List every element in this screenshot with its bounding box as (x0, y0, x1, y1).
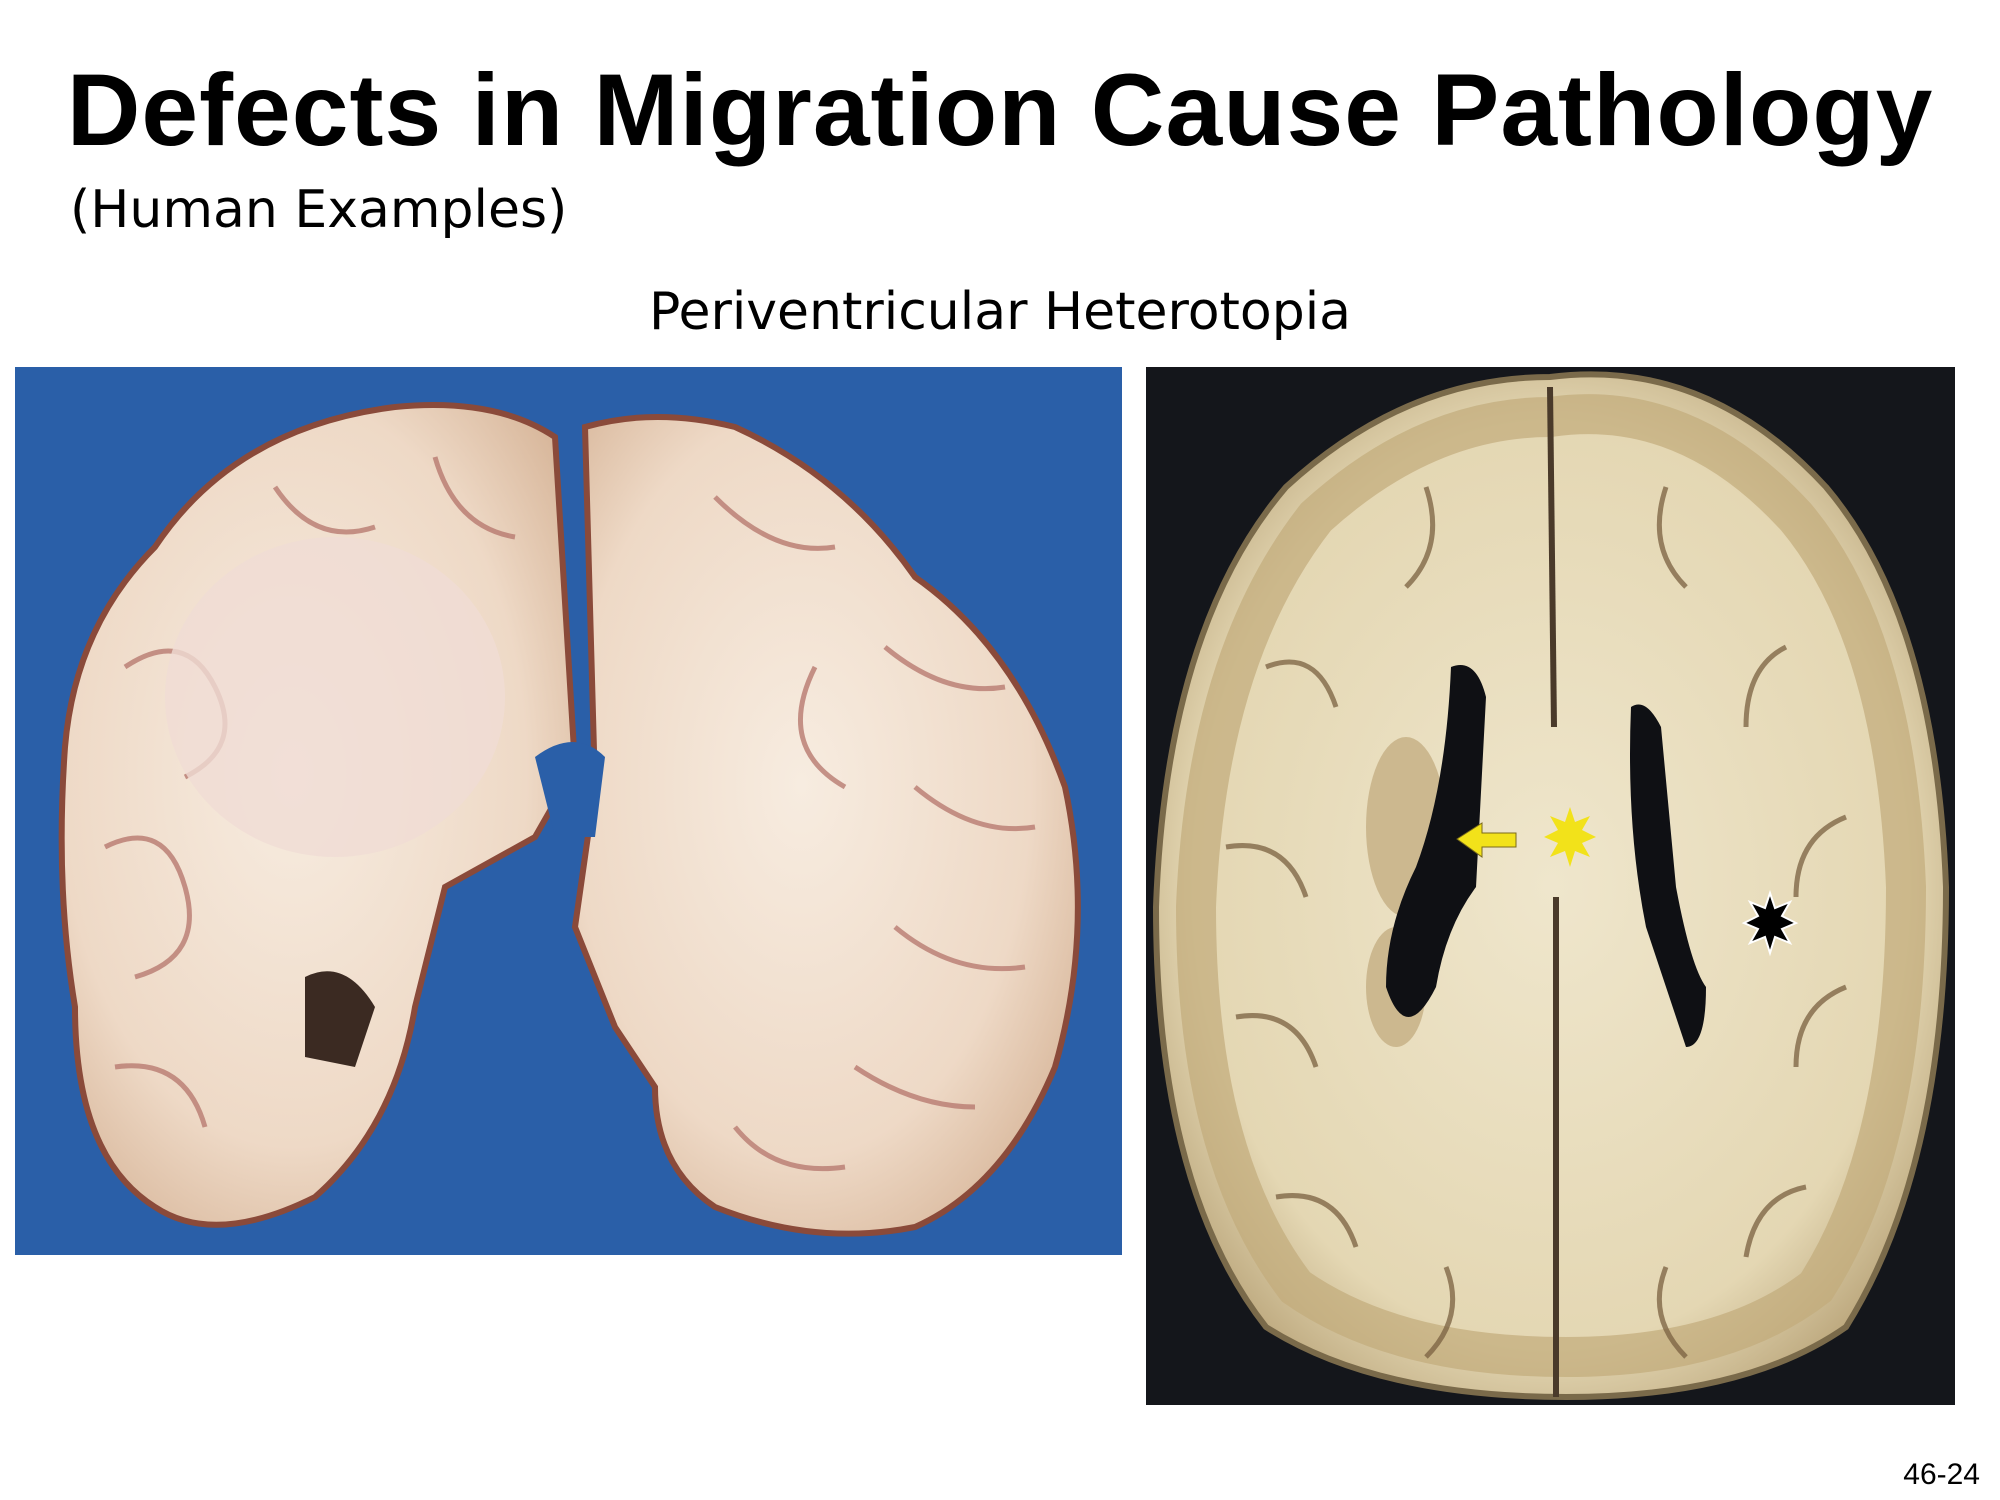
slide-subtitle: (Human Examples) (70, 180, 568, 240)
page-number: 46-24 (1903, 1458, 1980, 1491)
coronal-brain-section-photo (15, 367, 1122, 1255)
image-caption: Periventricular Heterotopia (648, 282, 1352, 342)
axial-brain-section-photo (1146, 367, 1955, 1405)
slide-title: Defects in Migration Cause Pathology (66, 53, 1934, 167)
